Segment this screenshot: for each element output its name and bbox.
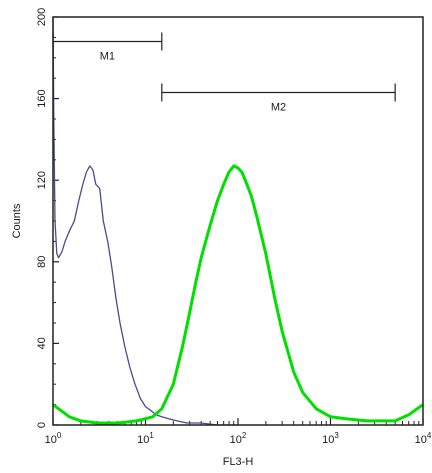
y-tick-label: 200 <box>36 8 48 26</box>
x-tick-label: 102 <box>230 431 247 446</box>
series-layer <box>52 16 424 426</box>
marker-m2: M2 <box>161 83 396 113</box>
marker-label: M1 <box>100 50 115 62</box>
marker-label: M2 <box>271 101 286 113</box>
x-axis-title: FL3-H <box>223 456 254 468</box>
x-tick-label: 104 <box>415 431 432 446</box>
marker-m1: M1 <box>52 32 163 62</box>
x-tick-label: 103 <box>322 431 339 446</box>
y-tick-label: 160 <box>36 89 48 107</box>
y-tick-label: 120 <box>36 171 48 189</box>
marker-layer: M1 M2 <box>52 32 396 113</box>
x-tick-label: 100 <box>45 431 62 446</box>
x-tick-label: 101 <box>137 431 154 446</box>
y-axis-title: Counts <box>11 203 23 238</box>
y-tick-label: 80 <box>36 256 48 268</box>
y-tick-label: 0 <box>36 422 48 428</box>
y-tick-label: 40 <box>36 337 48 349</box>
histogram-series-1 <box>52 16 238 426</box>
plot-frame <box>52 16 424 426</box>
histogram-series-2 <box>52 164 424 425</box>
